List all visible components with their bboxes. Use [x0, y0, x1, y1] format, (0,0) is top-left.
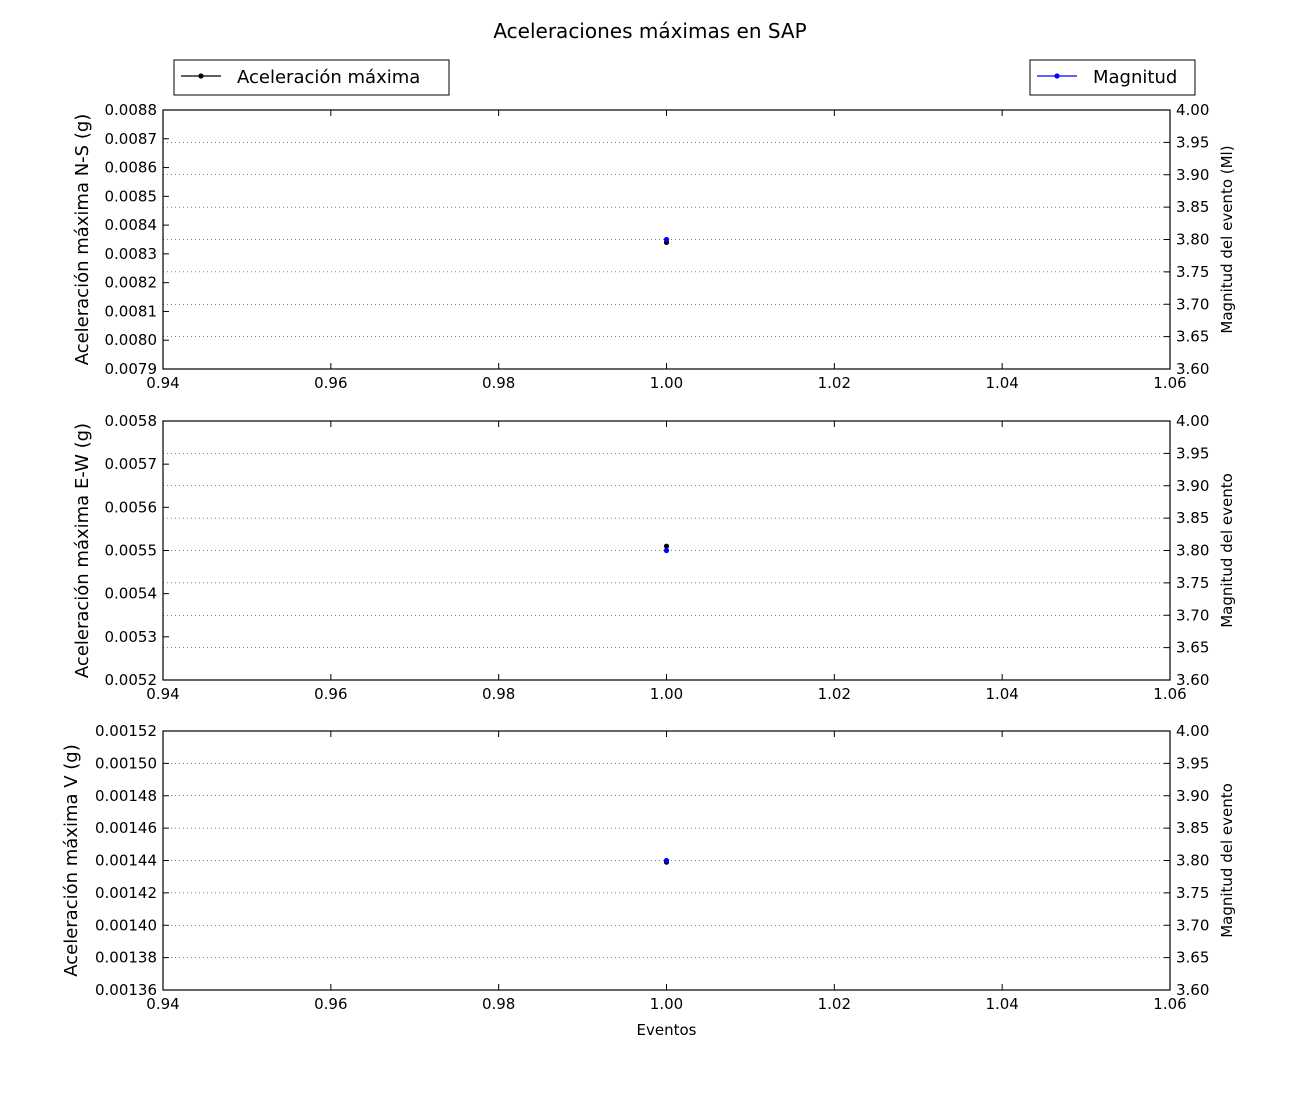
- y-tick-label: 0.0058: [105, 412, 158, 430]
- y2-tick-label: 3.80: [1176, 542, 1209, 560]
- x-tick-label: 1.02: [818, 995, 851, 1013]
- y-tick-label: 0.0057: [105, 455, 158, 473]
- x-tick-label: 1.00: [650, 685, 683, 703]
- y-tick-label: 0.0079: [105, 360, 158, 378]
- y-tick-label: 0.0054: [105, 585, 158, 603]
- panel-2: 0.94 0.96 0.98 1.00 1.02 1.04 1.06 0.0052 0.0053…: [72, 412, 1236, 703]
- y2-tick-label: 3.75: [1176, 574, 1209, 592]
- x-tick-label: 1.04: [985, 995, 1018, 1013]
- y2-tick-label: 3.90: [1176, 477, 1209, 495]
- x-tick-label: 0.96: [314, 995, 347, 1013]
- y2-tick-label: 4.00: [1176, 722, 1209, 740]
- x-tick-label: 1.00: [650, 995, 683, 1013]
- chart-panels: 0.94 0.96 0.98 1.00 1.02 1.04 1.06 0.0079 0.0080…: [61, 101, 1236, 1039]
- legend-left-box: [173, 59, 450, 96]
- y-tick-label: 0.00138: [95, 949, 157, 967]
- y-tick-label: 0.00140: [95, 916, 157, 934]
- y2-tick-label: 3.70: [1176, 916, 1209, 934]
- x-tick-label: 0.96: [314, 685, 347, 703]
- point-aceleracion: [663, 543, 670, 549]
- y2-tick-label: 3.90: [1176, 166, 1209, 184]
- legend-left-marker: [198, 73, 204, 79]
- x-tick-label: 1.02: [818, 685, 851, 703]
- x-tick-label: 0.98: [482, 374, 515, 392]
- y-tick-label: 0.0080: [105, 331, 158, 349]
- x-tick-label: 1.02: [818, 374, 851, 392]
- panel-3: 0.94 0.96 0.98 1.00 1.02 1.04 1.06 0.00136 0.001…: [61, 722, 1236, 1039]
- y2-tick-label: 3.80: [1176, 231, 1209, 249]
- x-tick-label: 1.00: [650, 374, 683, 392]
- y2-tick-label: 3.60: [1176, 360, 1209, 378]
- y-tick-label: 0.00144: [95, 852, 157, 870]
- y-axis-label: Aceleración máxima V (g): [61, 744, 82, 977]
- y2-tick-label: 4.00: [1176, 412, 1209, 430]
- x-axis-label: Eventos: [637, 1021, 697, 1039]
- y-tick-label: 0.0087: [105, 130, 158, 148]
- y-tick-label: 0.0082: [105, 274, 158, 292]
- y2-tick-label: 4.00: [1176, 101, 1209, 119]
- y2-tick-label: 3.85: [1176, 198, 1209, 216]
- y-tick-label: 0.0081: [105, 302, 158, 320]
- x-tick-label: 1.06: [1153, 995, 1186, 1013]
- y-tick-label: 0.0055: [105, 542, 158, 560]
- y-tick-label: 0.00146: [95, 819, 157, 837]
- x-tick-label: 0.94: [146, 995, 179, 1013]
- y-axis-label: Aceleración máxima E-W (g): [72, 423, 93, 678]
- x-tick-label: 1.06: [1153, 374, 1186, 392]
- y-tick-label: 0.00152: [95, 722, 157, 740]
- y2-tick-label: 3.95: [1176, 444, 1209, 462]
- y2-tick-label: 3.65: [1176, 639, 1209, 657]
- y-tick-label: 0.0053: [105, 628, 158, 646]
- y-tick-label: 0.00148: [95, 787, 157, 805]
- y2-tick-label: 3.70: [1176, 606, 1209, 624]
- y-tick-label: 0.00150: [95, 754, 157, 772]
- chart-title: Aceleraciones máximas en SAP: [493, 19, 806, 43]
- y2-tick-label: 3.80: [1176, 852, 1209, 870]
- y2-tick-label: 3.75: [1176, 263, 1209, 281]
- y2-tick-label: 3.85: [1176, 509, 1209, 527]
- legend-left: Aceleración máxima: [173, 59, 450, 96]
- y2-tick-label: 3.70: [1176, 295, 1209, 313]
- y2-tick-label: 3.95: [1176, 754, 1209, 772]
- y2-tick-label: 3.65: [1176, 949, 1209, 967]
- y2-axis-label: Magnitud del evento (Ml): [1218, 145, 1236, 333]
- y2-tick-label: 3.60: [1176, 671, 1209, 689]
- y-tick-label: 0.0086: [105, 159, 158, 177]
- y-tick-label: 0.00142: [95, 884, 157, 902]
- point-magnitud: [663, 236, 670, 243]
- y-tick-label: 0.0056: [105, 498, 158, 516]
- x-tick-label: 0.94: [146, 374, 179, 392]
- legend-right: Magnitud: [1029, 59, 1196, 96]
- legend-right-label: Magnitud: [1093, 67, 1177, 88]
- x-tick-label: 0.96: [314, 374, 347, 392]
- y2-tick-label: 3.95: [1176, 133, 1209, 151]
- x-tick-label: 1.04: [985, 374, 1018, 392]
- legend-right-marker: [1054, 73, 1060, 79]
- y2-tick-label: 3.85: [1176, 819, 1209, 837]
- x-tick-label: 0.98: [482, 995, 515, 1013]
- y-tick-label: 0.0085: [105, 187, 158, 205]
- x-tick-label: 0.98: [482, 685, 515, 703]
- y2-tick-label: 3.75: [1176, 884, 1209, 902]
- y-tick-label: 0.0052: [105, 671, 158, 689]
- panel-1: 0.94 0.96 0.98 1.00 1.02 1.04 1.06 0.0079 0.0080…: [72, 101, 1236, 392]
- x-tick-label: 0.94: [146, 685, 179, 703]
- y-tick-label: 0.0083: [105, 245, 158, 263]
- y-tick-label: 0.0088: [105, 101, 158, 119]
- y-tick-label: 0.0084: [105, 216, 158, 234]
- point-magnitud: [663, 547, 670, 554]
- y2-axis-label: Magnitud del evento: [1218, 473, 1236, 628]
- legend-left-label: Aceleración máxima: [237, 67, 420, 88]
- y-axis-label: Aceleración máxima N-S (g): [72, 114, 93, 366]
- x-tick-label: 1.04: [985, 685, 1018, 703]
- y2-axis-label: Magnitud del evento: [1218, 783, 1236, 938]
- y-tick-label: 0.00136: [95, 981, 157, 999]
- y2-tick-label: 3.65: [1176, 328, 1209, 346]
- y2-tick-label: 3.60: [1176, 981, 1209, 999]
- x-tick-label: 1.06: [1153, 685, 1186, 703]
- y2-tick-label: 3.90: [1176, 787, 1209, 805]
- point-magnitud: [663, 857, 670, 864]
